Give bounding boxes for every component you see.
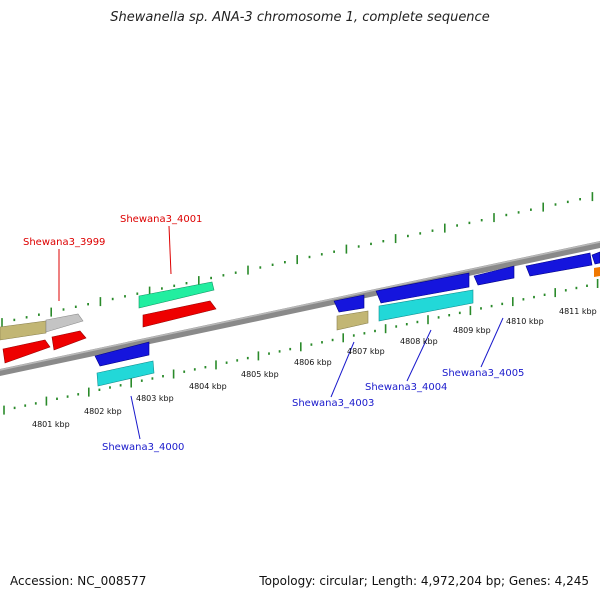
gene-feature-blue[interactable] xyxy=(473,265,515,286)
gene-feature-olive[interactable] xyxy=(336,310,369,331)
gene-label-shewana3-3999[interactable]: Shewana3_3999 xyxy=(23,237,105,248)
gene-feature-cyan[interactable] xyxy=(378,289,474,322)
reverse-strand-features xyxy=(94,251,600,387)
scale-label: 4803 kbp xyxy=(136,394,174,403)
scale-label: 4805 kbp xyxy=(241,370,279,379)
label-leaders xyxy=(58,225,504,440)
gene-feature-blue[interactable] xyxy=(375,272,470,304)
gene-feature-olive[interactable] xyxy=(0,320,47,341)
gene-feature-grey[interactable] xyxy=(45,313,84,333)
scale-label: 4806 kbp xyxy=(294,358,332,367)
gene-label-shewana3-4005[interactable]: Shewana3_4005 xyxy=(442,368,524,379)
gene-label-shewana3-4004[interactable]: Shewana3_4004 xyxy=(365,382,447,393)
gene-feature-red[interactable] xyxy=(2,339,51,364)
gene-feature-red[interactable] xyxy=(51,330,87,351)
forward-strand-features xyxy=(0,267,600,364)
gene-feature-blue[interactable] xyxy=(333,294,365,313)
accession-label: Accession: NC_008577 xyxy=(10,574,147,588)
gene-feature-shewana3-4000-blue[interactable] xyxy=(94,341,150,367)
scale-label: 4807 kbp xyxy=(347,347,385,356)
scale-labels: 4801 kbp 4802 kbp 4803 kbp 4804 kbp 4805… xyxy=(32,307,597,429)
scale-label: 4801 kbp xyxy=(32,420,70,429)
gene-label-shewana3-4003[interactable]: Shewana3_4003 xyxy=(292,398,374,409)
gene-feature-orange[interactable] xyxy=(594,267,600,277)
gene-feature-shewana3-4001-red[interactable] xyxy=(142,300,217,328)
gene-feature-shewana3-4000-cyan[interactable] xyxy=(96,360,155,387)
scale-label: 4811 kbp xyxy=(559,307,597,316)
gene-feature-blue[interactable] xyxy=(525,252,593,277)
scale-label: 4804 kbp xyxy=(189,382,227,391)
map-title: Shewanella sp. ANA-3 chromosome 1, compl… xyxy=(110,10,490,25)
scale-label: 4810 kbp xyxy=(506,317,544,326)
scale-label: 4809 kbp xyxy=(453,326,491,335)
gene-feature-blue[interactable] xyxy=(591,251,600,265)
backbone-highlight xyxy=(0,241,600,371)
tick-tracks xyxy=(1,192,599,415)
gene-label-shewana3-4001[interactable]: Shewana3_4001 xyxy=(120,214,202,225)
topology-summary: Topology: circular; Length: 4,972,204 bp… xyxy=(259,574,589,588)
scale-label: 4808 kbp xyxy=(400,337,438,346)
gene-label-shewana3-4000[interactable]: Shewana3_4000 xyxy=(102,442,184,453)
scale-label: 4802 kbp xyxy=(84,407,122,416)
gene-feature-shewana3-4001-mint[interactable] xyxy=(138,281,215,309)
